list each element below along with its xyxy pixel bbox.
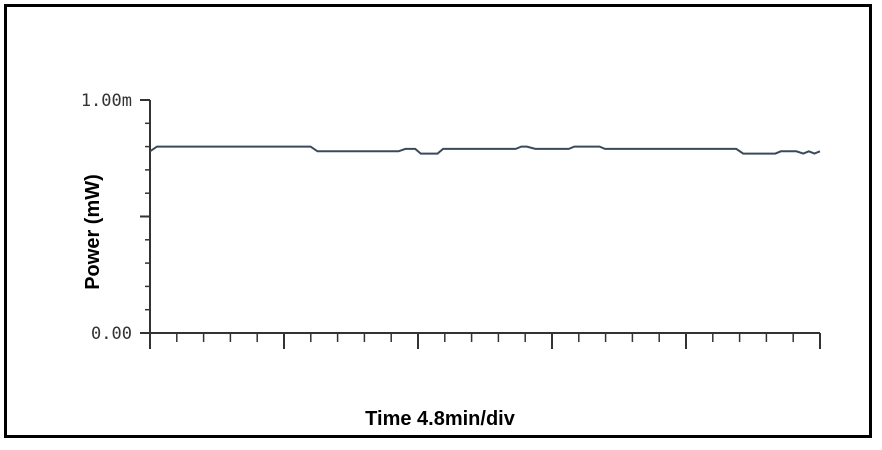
series-line-power: [149, 145, 821, 155]
axes: [149, 100, 820, 334]
x-axis-title: Time 4.8min/div: [365, 408, 516, 430]
y-tick-label: 0.00: [91, 324, 132, 344]
y-tick-label: 1.00m: [81, 91, 132, 111]
y-axis-title: Power (mW): [82, 174, 104, 290]
chart-frame: [4, 4, 872, 438]
ticks: [140, 99, 821, 349]
tick-labels: 0.00 1.00m: [81, 91, 132, 344]
